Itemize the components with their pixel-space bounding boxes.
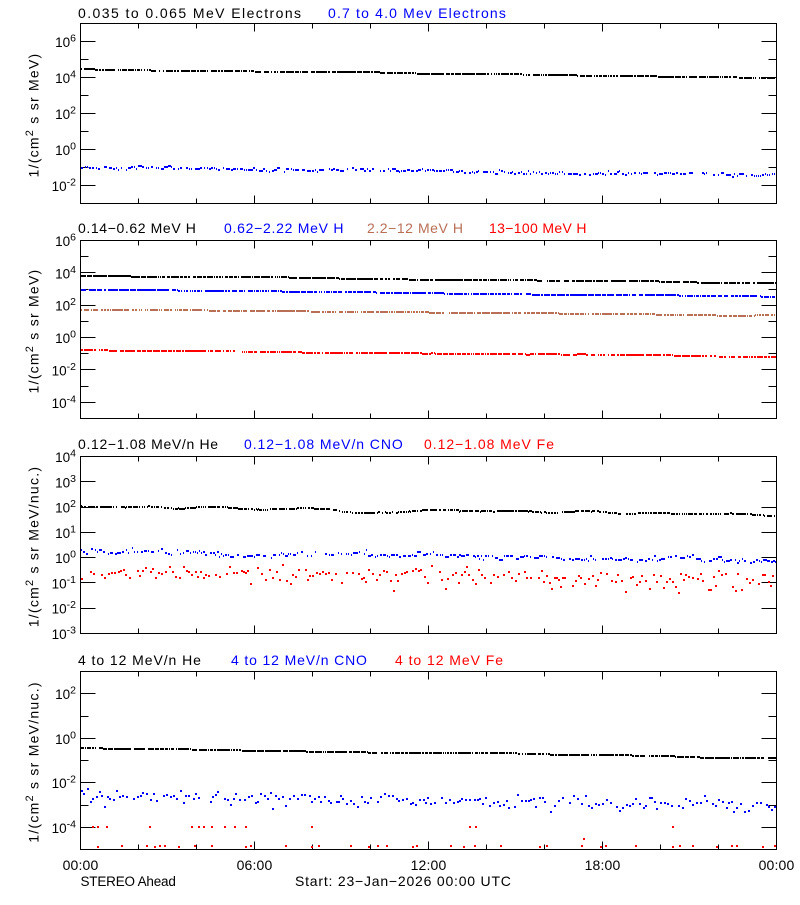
svg-text:STEREO Ahead: STEREO Ahead [81,874,176,889]
svg-text:00:00: 00:00 [759,857,795,873]
svg-text:13−100 MeV H: 13−100 MeV H [489,220,587,236]
svg-text:1/(cm2 s sr MeV/nuc.): 1/(cm2 s sr MeV/nuc.) [24,466,42,628]
svg-text:0.12−1.08 MeV/n He: 0.12−1.08 MeV/n He [78,436,219,452]
svg-text:0.7 to 4.0 Mev Electrons: 0.7 to 4.0 Mev Electrons [328,5,507,21]
svg-text:12:00: 12:00 [411,857,447,873]
svg-text:0.12−1.08 MeV Fe: 0.12−1.08 MeV Fe [424,436,555,452]
svg-text:0.62−2.22 MeV H: 0.62−2.22 MeV H [224,220,344,236]
svg-text:1/(cm2 s sr MeV): 1/(cm2 s sr MeV) [24,269,42,394]
svg-text:4 to 12 MeV/n CNO: 4 to 12 MeV/n CNO [231,652,368,668]
svg-text:Start: 23−Jan−2026 00:00 UTC: Start: 23−Jan−2026 00:00 UTC [295,873,512,889]
svg-text:0.12−1.08 MeV/n CNO: 0.12−1.08 MeV/n CNO [244,436,404,452]
svg-text:18:00: 18:00 [585,857,621,873]
svg-text:00:00: 00:00 [63,857,99,873]
svg-text:0.035 to 0.065 MeV Electrons: 0.035 to 0.065 MeV Electrons [78,5,303,21]
svg-text:4 to 12 MeV Fe: 4 to 12 MeV Fe [395,652,504,668]
svg-text:0.14−0.62 MeV H: 0.14−0.62 MeV H [78,220,197,236]
svg-text:1/(cm2 s sr MeV/nuc.): 1/(cm2 s sr MeV/nuc.) [24,681,42,843]
svg-text:1/(cm2 s sr MeV): 1/(cm2 s sr MeV) [24,53,42,178]
svg-text:4 to 12 MeV/n He: 4 to 12 MeV/n He [78,652,202,668]
svg-text:06:00: 06:00 [237,857,273,873]
svg-text:2.2−12 MeV H: 2.2−12 MeV H [367,220,464,236]
